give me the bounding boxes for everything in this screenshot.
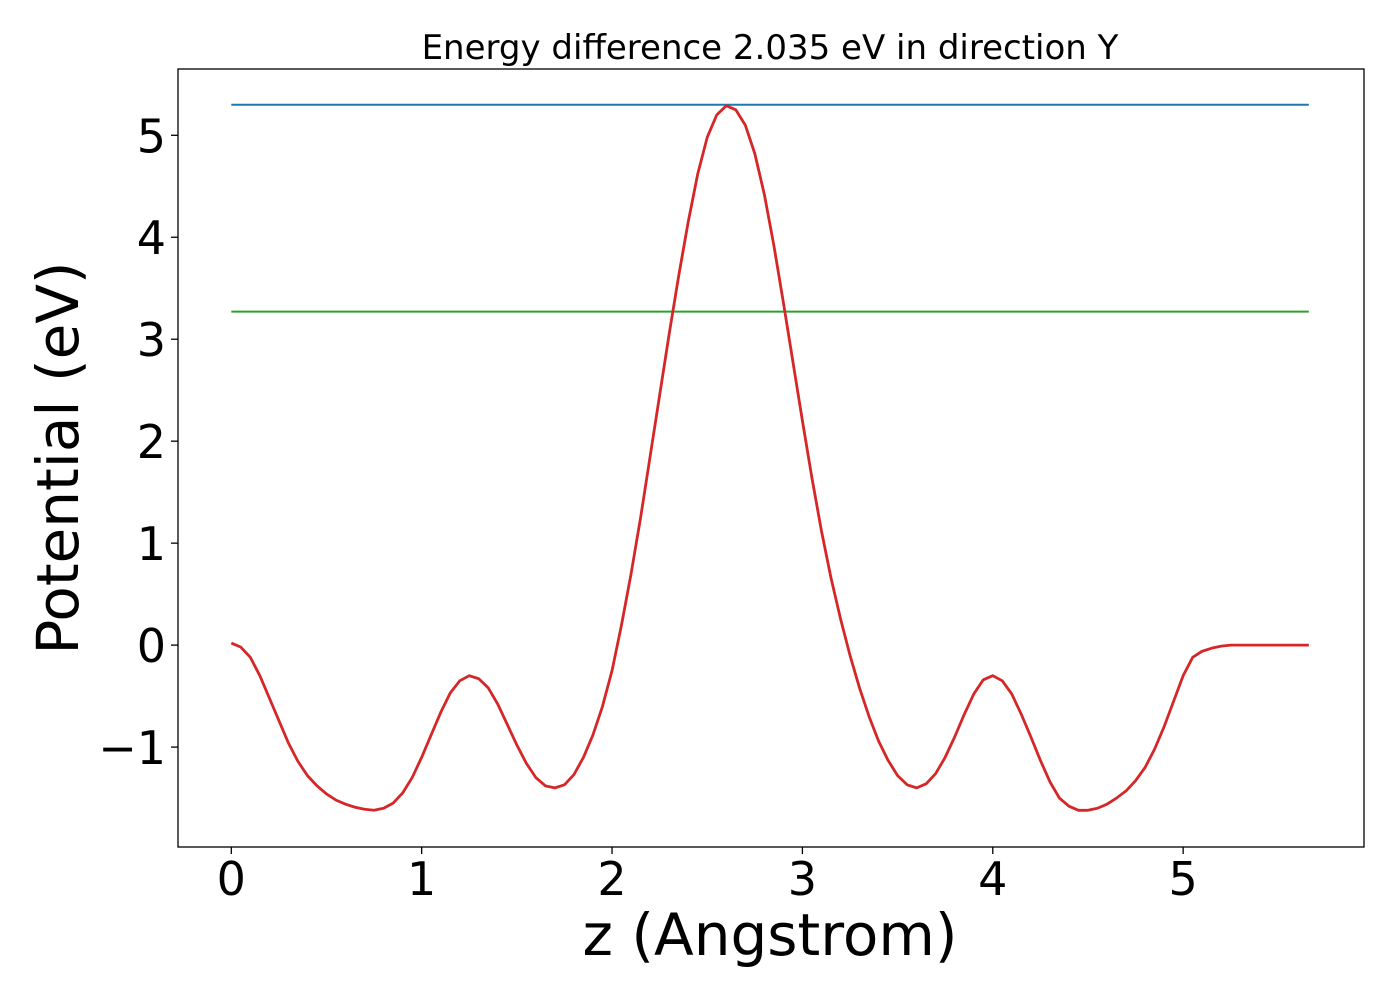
x-tick-label: 0	[217, 852, 246, 906]
y-tick-label: 0	[137, 619, 166, 673]
axes-frame	[177, 68, 1365, 848]
x-tick-label: 5	[1169, 852, 1198, 906]
x-tick-label: 1	[407, 852, 436, 906]
plot-area	[230, 103, 1309, 812]
y-tick-label: 4	[137, 211, 166, 265]
y-tick-label: −1	[98, 721, 166, 775]
chart-title: Energy difference 2.035 eV in direction …	[422, 28, 1119, 68]
y-axis-ticks: −1 0 1 2 3 4 5	[98, 109, 178, 775]
y-tick-label: 5	[137, 109, 166, 163]
y-axis-label: Potential (eV)	[24, 261, 92, 654]
y-tick-label: 1	[137, 517, 166, 571]
potential-curve	[230, 104, 1309, 812]
x-tick-label: 4	[978, 852, 1007, 906]
x-tick-label: 3	[788, 852, 817, 906]
y-tick-label: 3	[137, 313, 166, 367]
x-tick-label: 2	[597, 852, 626, 906]
x-axis-ticks: 0 1 2 3 4 5	[217, 847, 1198, 906]
y-tick-label: 2	[137, 415, 166, 469]
x-axis-label: z (Angstrom)	[583, 901, 958, 969]
